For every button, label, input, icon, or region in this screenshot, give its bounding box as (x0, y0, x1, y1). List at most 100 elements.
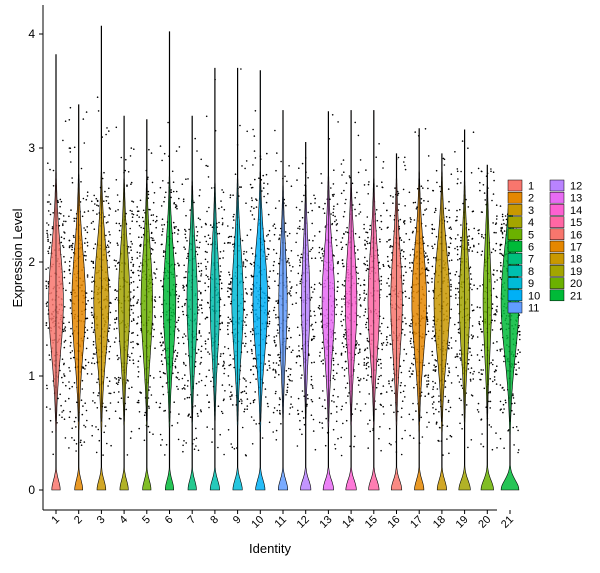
y-tick-label: 0 (28, 483, 35, 497)
data-point (173, 227, 176, 230)
data-point (230, 293, 232, 296)
data-point (513, 444, 515, 446)
data-point (459, 359, 462, 361)
data-point (75, 443, 78, 445)
data-point (302, 228, 304, 231)
data-point (366, 347, 369, 349)
data-point (458, 275, 460, 278)
data-point (63, 375, 66, 377)
data-point (344, 338, 347, 340)
data-point (290, 294, 292, 297)
data-point (412, 230, 414, 233)
data-point (410, 270, 413, 272)
data-point (404, 290, 407, 293)
data-point (114, 377, 116, 379)
data-point (200, 291, 202, 294)
data-point (250, 247, 253, 249)
data-point (182, 342, 185, 345)
data-point (86, 191, 89, 193)
data-point (275, 372, 277, 374)
data-point (69, 299, 72, 301)
data-point (278, 360, 281, 362)
data-point (73, 220, 76, 222)
data-point (336, 229, 338, 232)
data-point (468, 248, 470, 251)
data-point (382, 265, 385, 268)
data-point (185, 214, 187, 217)
data-point (221, 412, 224, 415)
data-point (68, 416, 71, 419)
data-point (51, 226, 54, 228)
data-point (227, 316, 230, 319)
data-point (291, 380, 293, 382)
data-point (448, 246, 451, 249)
data-point (232, 227, 234, 229)
data-point (222, 250, 225, 252)
data-point (208, 401, 211, 403)
data-point (178, 330, 180, 332)
data-point (250, 206, 253, 208)
data-point (182, 361, 185, 364)
data-point (383, 413, 385, 415)
data-point (364, 349, 366, 352)
data-point (269, 367, 271, 369)
data-point (355, 215, 357, 217)
data-point (313, 288, 316, 290)
data-point (267, 325, 269, 328)
legend-key (549, 216, 565, 228)
data-point (479, 189, 481, 192)
data-point (64, 400, 67, 402)
data-point (480, 419, 482, 421)
data-point (132, 331, 134, 334)
data-point (193, 438, 195, 441)
data-point (117, 381, 120, 384)
data-point (250, 197, 253, 199)
data-point (208, 406, 210, 409)
data-point (320, 283, 322, 286)
data-point (71, 437, 73, 439)
data-point (438, 426, 441, 429)
legend-key (549, 240, 565, 253)
data-point (103, 216, 106, 218)
data-point (250, 292, 253, 294)
data-point (363, 279, 366, 282)
data-point (239, 186, 241, 188)
data-point (331, 400, 333, 402)
data-point (427, 200, 429, 203)
data-point (82, 405, 84, 407)
data-point (284, 222, 287, 224)
data-point (153, 377, 155, 379)
data-point (241, 400, 243, 402)
data-point (297, 272, 300, 275)
data-point (118, 417, 121, 420)
data-point (45, 280, 47, 283)
data-point (380, 367, 383, 369)
data-point (182, 310, 184, 313)
data-point (268, 276, 271, 278)
data-point (183, 246, 185, 248)
data-point (136, 210, 139, 213)
data-point (367, 183, 370, 186)
legend-label: 14 (570, 205, 582, 217)
data-point (296, 179, 298, 181)
data-point (458, 353, 461, 355)
data-point (336, 244, 338, 247)
legend-label: 3 (528, 205, 534, 217)
data-point (160, 344, 163, 347)
data-point (403, 279, 405, 282)
legend-label: 8 (528, 266, 534, 278)
data-point (358, 299, 361, 301)
data-point (207, 165, 209, 167)
data-point (447, 374, 449, 377)
data-point (200, 335, 202, 337)
data-point (274, 376, 276, 379)
data-point (450, 289, 452, 291)
data-point (404, 258, 407, 260)
data-point (249, 402, 252, 405)
data-point (51, 227, 54, 230)
data-point (63, 231, 65, 233)
data-point (499, 262, 502, 264)
data-point (366, 317, 369, 320)
data-point (476, 409, 479, 411)
x-tick-label: 21 (499, 514, 516, 531)
